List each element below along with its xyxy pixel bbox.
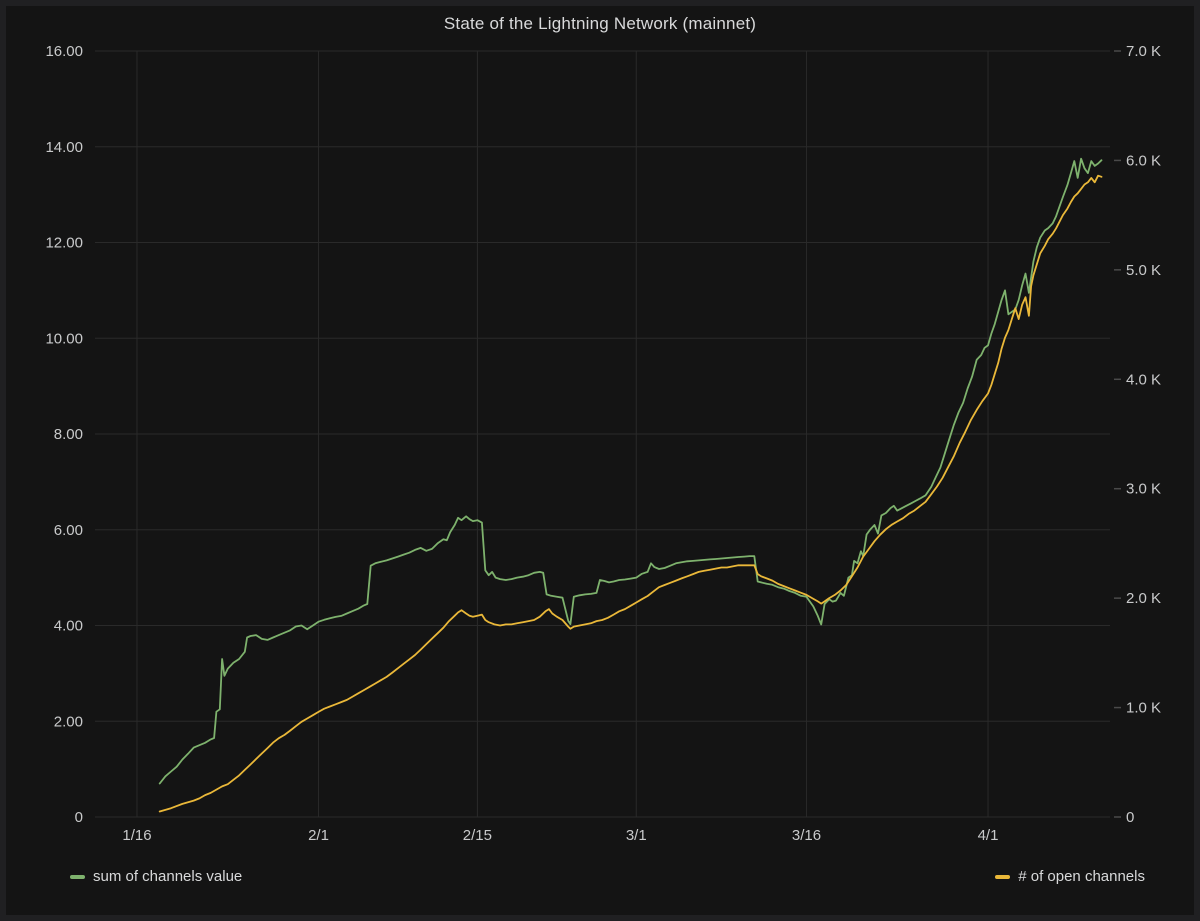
y-left-tick-label: 4.00 xyxy=(54,618,83,635)
y-right-tick-label: 3.0 K xyxy=(1126,481,1161,498)
legend: sum of channels value # of open channels xyxy=(70,868,1145,885)
legend-item-open-channels[interactable]: # of open channels xyxy=(995,868,1145,885)
legend-label: # of open channels xyxy=(1018,868,1145,885)
panel-title: State of the Lightning Network (mainnet) xyxy=(443,14,757,33)
y-left-tick-label: 6.00 xyxy=(54,522,83,539)
y-left-tick-label: 16.00 xyxy=(45,43,83,60)
y-right-tick-label: 7.0 K xyxy=(1126,43,1161,60)
y-right-tick-label: 1.0 K xyxy=(1126,700,1161,717)
y-left-tick-label: 2.00 xyxy=(54,713,83,730)
x-tick-label: 3/1 xyxy=(626,827,647,844)
graph-panel: State of the Lightning Network (mainnet)… xyxy=(6,6,1194,915)
series-line-left xyxy=(158,157,1103,785)
x-tick-label: 2/1 xyxy=(308,827,329,844)
series-swatch-yellow xyxy=(995,874,1011,879)
y-right-tick-label: 5.0 K xyxy=(1126,262,1161,279)
x-tick-label: 3/16 xyxy=(792,827,821,844)
legend-label: sum of channels value xyxy=(93,868,243,885)
chart-plot-area[interactable]: 0 2.00 4.00 6.00 8.00 10.00 12.00 14.00 16.00 0 1.… xyxy=(6,6,1194,915)
y-left-tick-label: 10.00 xyxy=(45,330,83,347)
y-left-tick-label: 14.00 xyxy=(45,139,83,156)
legend-item-sum-of-channels-value[interactable]: sum of channels value xyxy=(70,868,242,885)
y-right-tick-label: 4.0 K xyxy=(1126,371,1161,388)
x-tick-label: 1/16 xyxy=(122,827,151,844)
y-left-tick-label: 0 xyxy=(75,809,83,826)
y-left-tick-label: 12.00 xyxy=(45,235,83,252)
y-right-tick-label: 6.0 K xyxy=(1126,152,1161,169)
x-tick-label: 4/1 xyxy=(978,827,999,844)
series-line-right xyxy=(158,174,1103,813)
y-right-tick-label: 0 xyxy=(1126,809,1134,826)
y-right-tick-label: 2.0 K xyxy=(1126,590,1161,607)
series-swatch-green xyxy=(70,874,85,879)
y-left-tick-label: 8.00 xyxy=(54,426,83,443)
x-tick-label: 2/15 xyxy=(463,827,492,844)
